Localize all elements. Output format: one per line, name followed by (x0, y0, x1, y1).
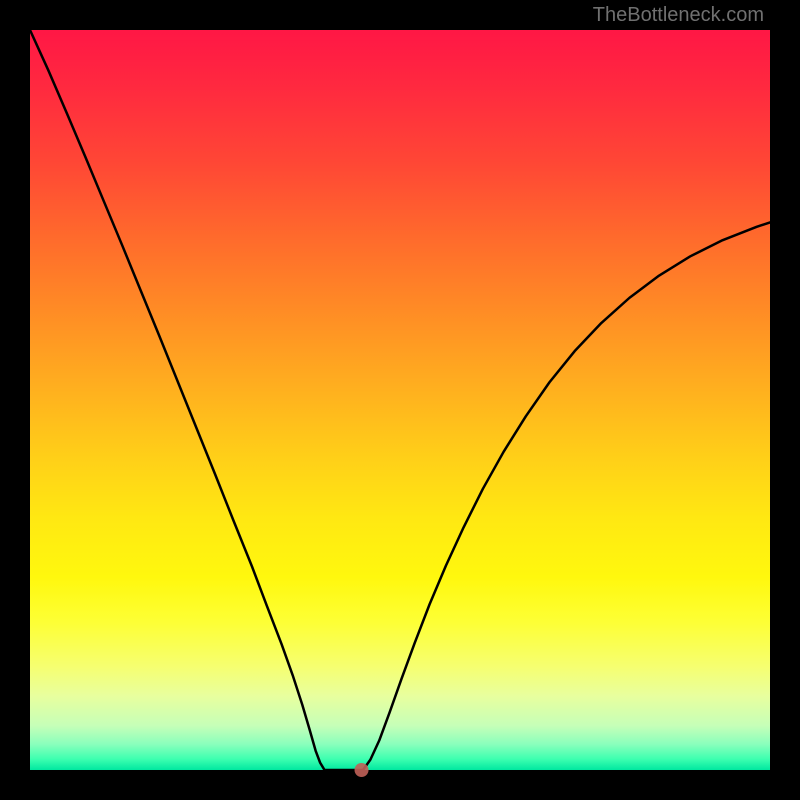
bottleneck-curve (30, 30, 770, 770)
bottleneck-curve-layer (30, 30, 770, 770)
minimum-marker (355, 763, 369, 777)
watermark-text: TheBottleneck.com (593, 4, 764, 27)
chart-frame (30, 30, 770, 770)
